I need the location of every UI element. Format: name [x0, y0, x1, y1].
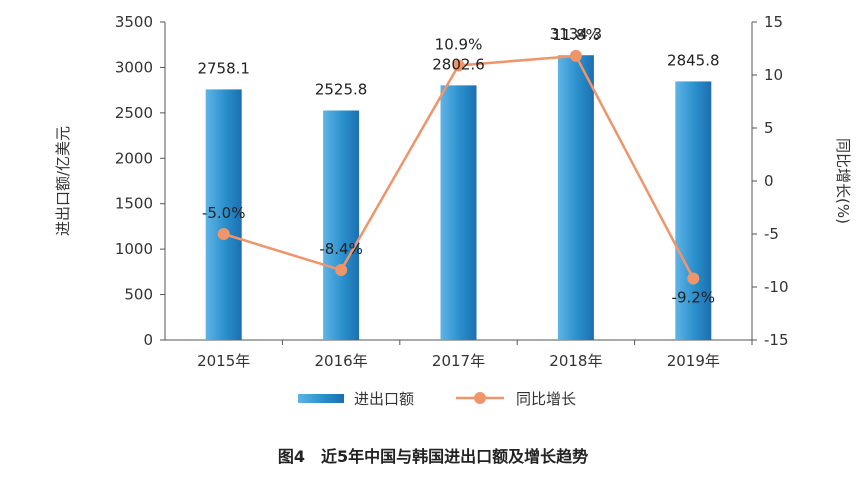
bars-group — [205, 55, 712, 341]
right-tick-label: 5 — [764, 119, 774, 137]
growth-point — [335, 264, 348, 277]
growth-point — [569, 49, 582, 62]
x-tick-label: 2019年 — [667, 352, 720, 370]
x-tick-label: 2016年 — [315, 352, 368, 370]
growth-point — [217, 228, 230, 240]
bar-value-label: 2758.1 — [197, 59, 250, 77]
growth-value-label: -8.4% — [319, 240, 363, 258]
right-tick-label: 10 — [764, 66, 783, 84]
legend-bar-swatch — [298, 394, 344, 403]
x-tick-label: 2018年 — [549, 352, 602, 370]
data-labels-group: 2758.1 2525.8 2802.6 3134.3 2845.8 -5.0% -8.4%… — [197, 25, 719, 306]
right-tick-label: 0 — [764, 172, 774, 190]
bar — [675, 81, 712, 340]
bar-value-label: 3134.3 — [550, 25, 603, 43]
left-tick-label: 3500 — [115, 13, 153, 31]
left-tick-label: 1000 — [115, 240, 153, 258]
growth-point — [687, 272, 700, 285]
right-tick-label: -5 — [764, 225, 779, 243]
right-tick-label: -10 — [764, 278, 789, 296]
bar — [440, 85, 477, 340]
bar — [205, 89, 242, 340]
legend-line-marker — [474, 392, 486, 404]
x-tick-label: 2017年 — [432, 352, 485, 370]
left-tick-label: 500 — [124, 286, 153, 304]
right-tick-label: -15 — [764, 331, 789, 349]
right-tick-label: 15 — [764, 13, 783, 31]
y-axis-label: 进出口额/亿美元 — [54, 126, 72, 236]
axes-group: 0 500 1000 1500 2000 2500 3000 3500 15 10 5 0 -5 -10 -… — [54, 13, 852, 370]
bar-value-label: 2845.8 — [667, 51, 720, 69]
left-tick-label: 2000 — [115, 149, 153, 167]
growth-value-label: -9.2% — [672, 289, 716, 307]
left-tick-label: 2500 — [115, 104, 153, 122]
bar-value-label: 2802.6 — [432, 55, 485, 73]
x-tick-label: 2015年 — [197, 352, 250, 370]
legend: 进出口额 同比增长 — [298, 390, 576, 408]
growth-point — [452, 59, 465, 72]
growth-value-label: -5.0% — [202, 204, 246, 222]
growth-value-label: 11.8% — [552, 26, 600, 44]
left-tick-label: 1500 — [115, 195, 153, 213]
bar-value-label: 2525.8 — [315, 81, 368, 99]
bar — [323, 110, 360, 340]
figure-caption: 图4 近5年中国与韩国进出口额及增长趋势 — [278, 447, 588, 466]
growth-value-label: 10.9% — [435, 35, 483, 53]
left-tick-label: 0 — [143, 331, 153, 349]
left-tick-label: 3000 — [115, 58, 153, 76]
growth-line-group — [217, 49, 700, 285]
legend-label-line: 同比增长 — [516, 390, 576, 408]
bar — [557, 55, 594, 341]
y2-axis-label: 同比增长(%) — [834, 138, 852, 224]
legend-label-bar: 进出口额 — [354, 390, 414, 408]
